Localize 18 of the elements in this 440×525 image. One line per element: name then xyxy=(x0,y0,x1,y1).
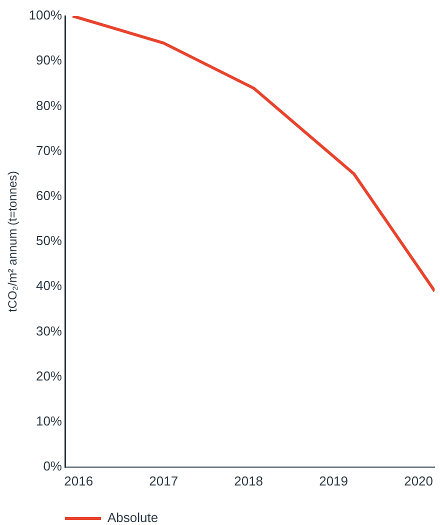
y-tick-label: 20% xyxy=(36,368,62,384)
x-tick-label: 2019 xyxy=(319,473,348,488)
y-tick-label: 60% xyxy=(36,188,62,203)
x-tick-label: 2017 xyxy=(149,473,178,488)
y-tick-label: 50% xyxy=(36,233,62,248)
x-tick-label: 2018 xyxy=(234,473,264,488)
y-tick-label: 30% xyxy=(36,323,62,338)
y-tick-label: 100% xyxy=(28,8,62,23)
y-tick-label: 40% xyxy=(36,278,62,294)
y-tick-label: 70% xyxy=(36,142,62,158)
y-tick-label: 90% xyxy=(36,52,62,68)
x-tick-label: 2016 xyxy=(64,473,94,488)
y-axis-title: tCO₂/m² annum (t=tonnes) xyxy=(6,170,20,312)
x-tick-label: 2020 xyxy=(404,473,433,488)
y-tick-label: 80% xyxy=(36,98,62,113)
legend-label: Absolute xyxy=(108,510,158,525)
y-tick-label: 10% xyxy=(36,413,62,428)
y-tick-label: 0% xyxy=(43,458,62,474)
